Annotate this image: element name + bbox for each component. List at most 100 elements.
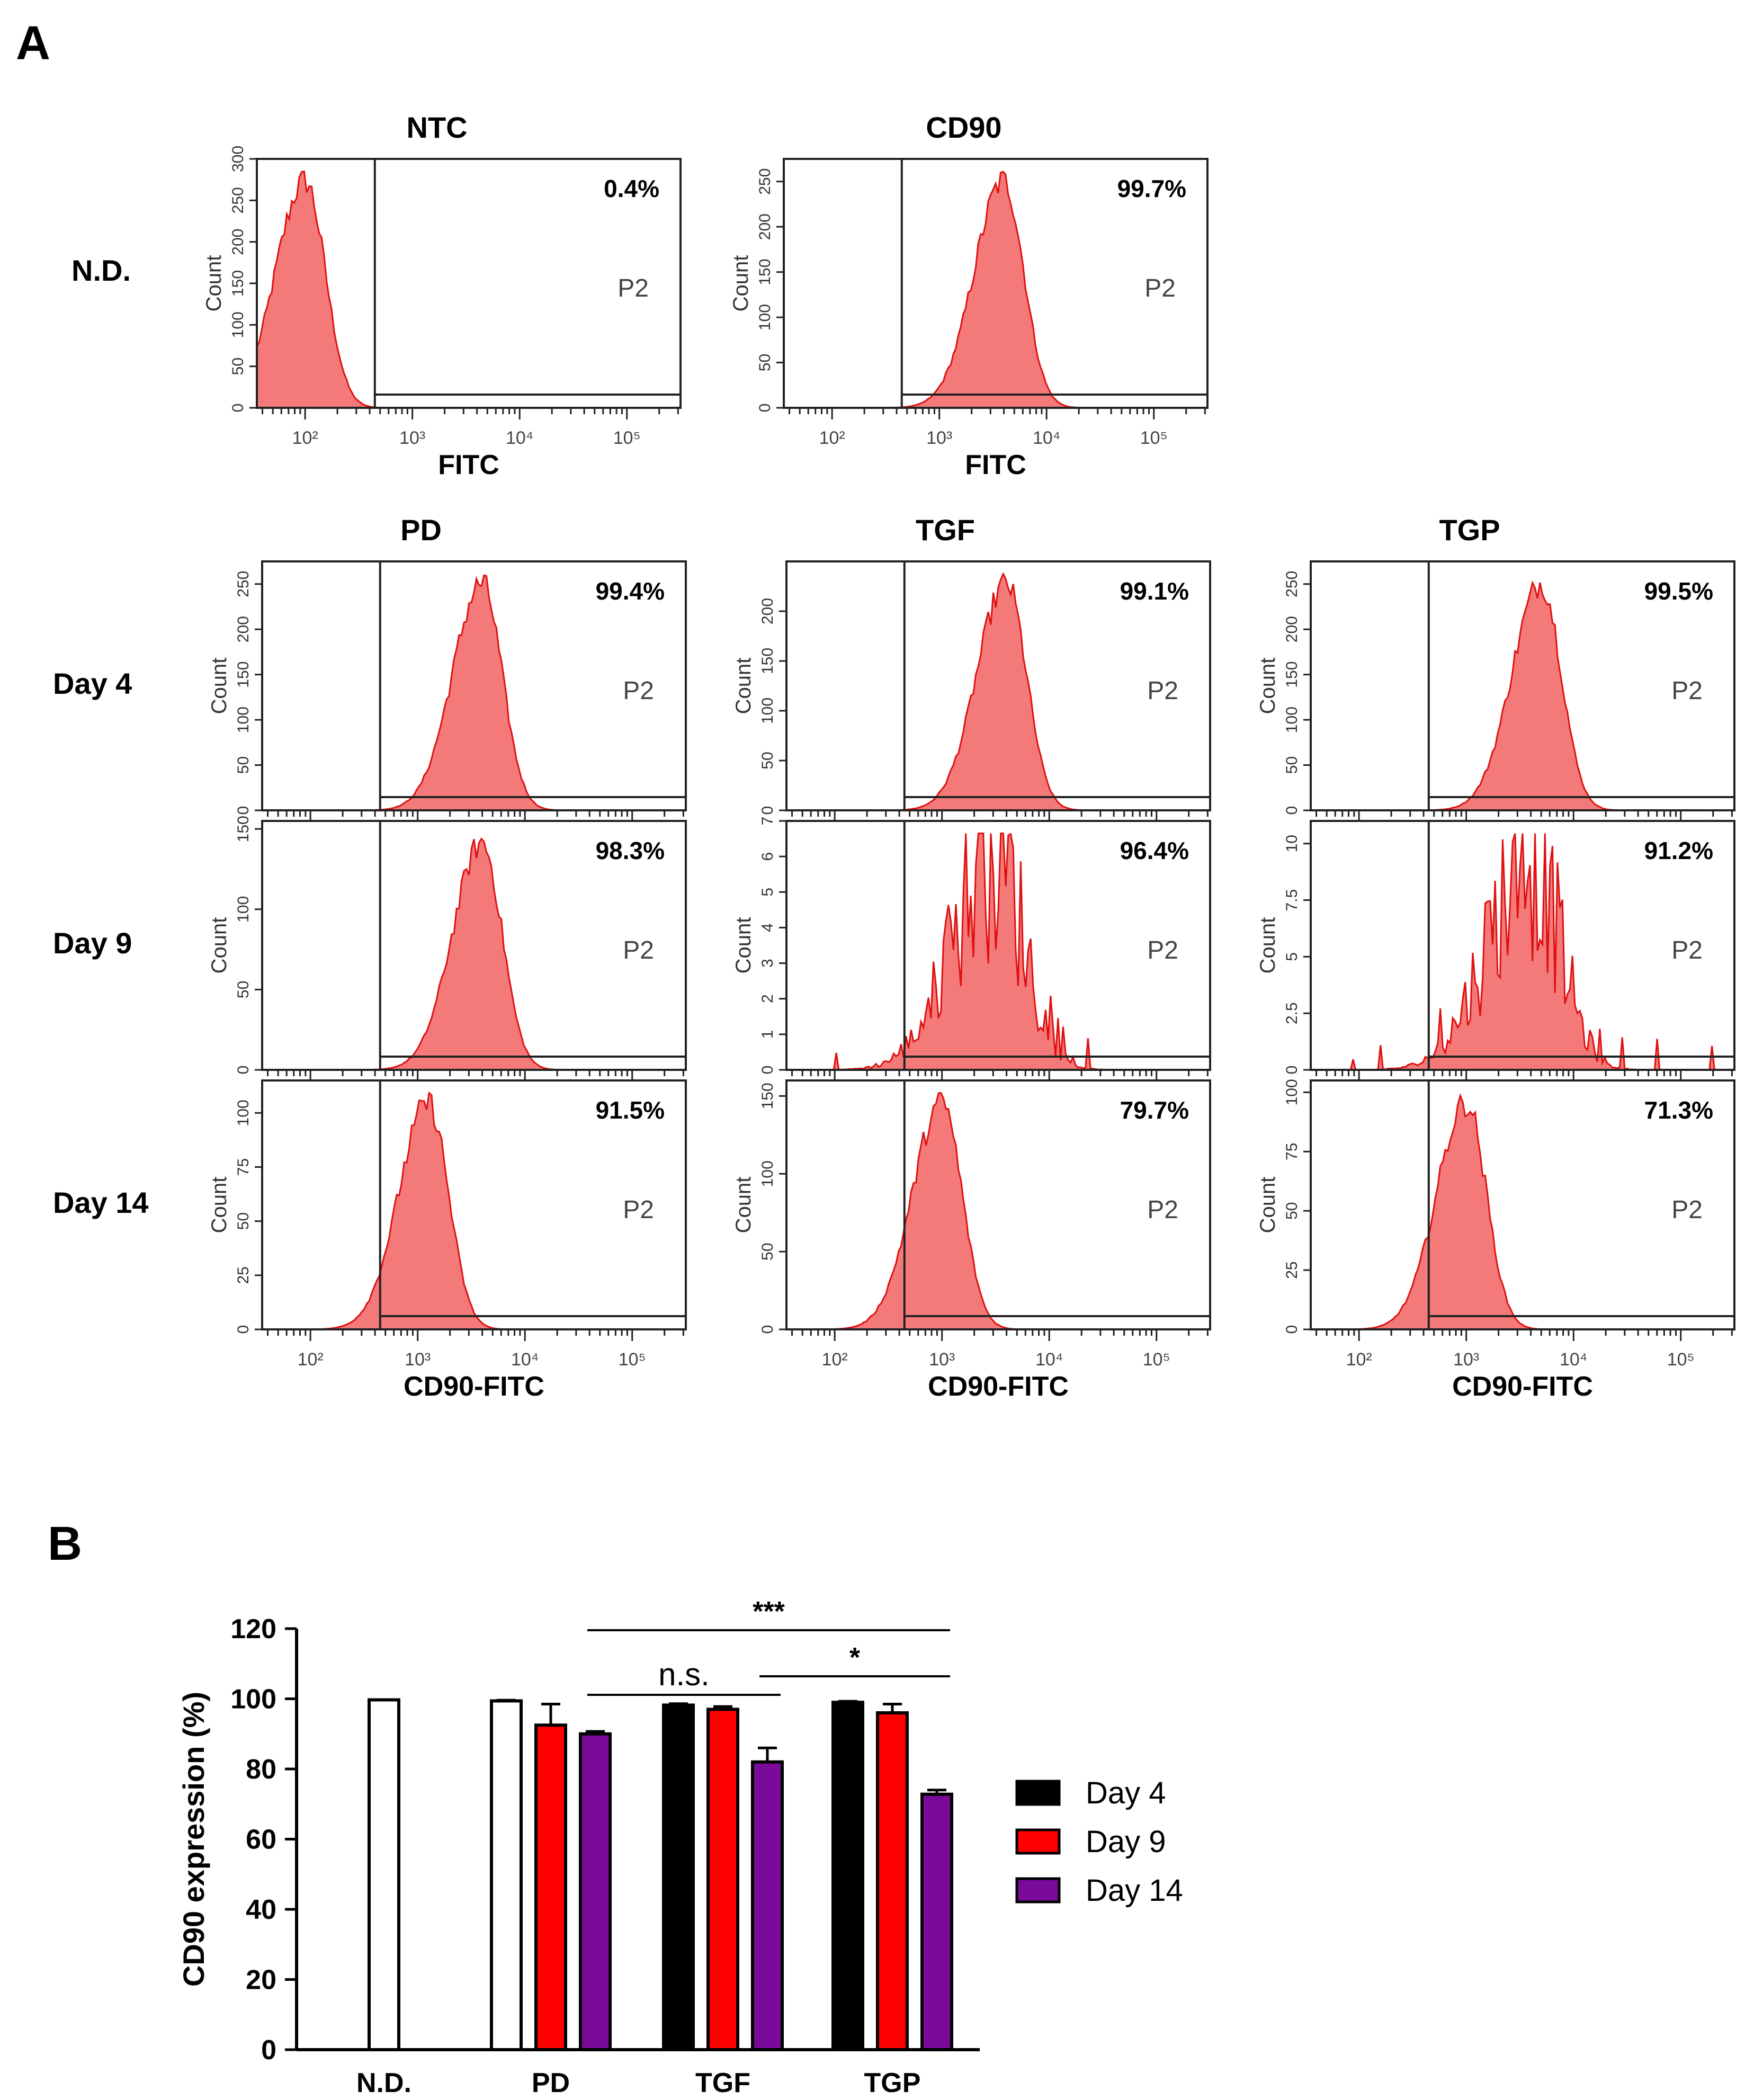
percent-label-r2-c0: 91.5% bbox=[596, 1096, 665, 1124]
gate-label-r1-c1: P2 bbox=[1147, 936, 1178, 964]
percent-label-r2-c2: 71.3% bbox=[1644, 1096, 1713, 1124]
significance-label-2: * bbox=[849, 1642, 861, 1673]
histogram-r0-c1 bbox=[786, 571, 1210, 811]
y-tick-label-r1-c2-3: 7.5 bbox=[1283, 889, 1301, 912]
gate-label-r2-c1: P2 bbox=[1147, 1196, 1178, 1224]
y-tick-label-r0-c0-4: 200 bbox=[235, 616, 252, 642]
y-tick-label-r1-c0-3: 150 bbox=[235, 816, 252, 842]
y-axis-label-r1-c2: Count bbox=[1256, 917, 1279, 974]
y-axis-label-top-1: Count bbox=[729, 255, 753, 312]
gate-label-r2-c2: P2 bbox=[1671, 1196, 1703, 1224]
bar-tgf-day-9 bbox=[706, 1708, 739, 2051]
x-tick-label-top-1-2: 10⁴ bbox=[1033, 428, 1060, 448]
y-tick-label-top-0-6: 300 bbox=[229, 146, 247, 172]
x-tick-label-top-1-3: 10⁵ bbox=[1140, 428, 1168, 448]
percent-label-r1-c0: 98.3% bbox=[596, 837, 665, 864]
y-tick-label-r2-c1-0: 0 bbox=[759, 1325, 776, 1334]
legend-label-day-14: Day 14 bbox=[1086, 1873, 1183, 1908]
y-tick-label-r1-c1-7: 7 bbox=[759, 817, 776, 826]
y-tick-label-top-0-4: 200 bbox=[229, 229, 247, 255]
y-tick-label-top-1-2: 100 bbox=[756, 304, 774, 330]
bar-y-tick-label-2: 40 bbox=[246, 1895, 276, 1925]
legend-swatch-day-14 bbox=[1015, 1877, 1061, 1904]
y-tick-label-r1-c2-4: 10 bbox=[1283, 835, 1301, 852]
x-tick-label-top-0-0: 10² bbox=[292, 428, 318, 448]
y-tick-label-r2-c0-2: 50 bbox=[235, 1212, 252, 1230]
column-title-ntc: NTC bbox=[406, 111, 467, 144]
y-tick-label-r2-c1-3: 150 bbox=[759, 1083, 776, 1109]
y-tick-label-r2-c2-2: 50 bbox=[1283, 1202, 1301, 1220]
y-tick-label-r1-c1-3: 3 bbox=[759, 959, 776, 968]
plot-frame-r0-c0 bbox=[261, 560, 687, 811]
x-tick-label-top-1-0: 10² bbox=[819, 428, 845, 448]
x-tick-label-top-1-1: 10³ bbox=[926, 428, 952, 448]
y-axis-label-r2-c1: Count bbox=[732, 1177, 755, 1234]
y-tick-label-r1-c1-0: 0 bbox=[759, 1066, 776, 1075]
gate-label-r0-c1: P2 bbox=[1147, 677, 1178, 705]
y-tick-label-r1-c1-6: 6 bbox=[759, 852, 776, 861]
y-tick-label-r0-c2-5: 250 bbox=[1283, 571, 1301, 597]
plot-frame-r1-c0 bbox=[261, 820, 687, 1071]
x-tick-label-top-0-2: 10⁴ bbox=[506, 428, 533, 448]
flow-panel-r2-c2: 71.3% P2 0 25 50 75 100 Count 10² 10³ 10⁴ 10⁵ CD90-F… bbox=[1256, 1079, 1735, 1402]
y-axis-label-r2-c0: Count bbox=[208, 1177, 231, 1234]
y-tick-label-top-0-2: 100 bbox=[229, 311, 247, 338]
x-tick-label-r2-c2-0: 10² bbox=[1346, 1350, 1372, 1370]
histogram-r0-c0 bbox=[262, 574, 686, 811]
y-tick-label-r2-c1-1: 50 bbox=[759, 1243, 776, 1260]
y-tick-label-top-0-1: 50 bbox=[229, 358, 247, 375]
flow-panel-r0-c1: 99.1% P2 0 50 100 150 200 Count bbox=[732, 560, 1211, 822]
row-label-day-4: Day 4 bbox=[53, 667, 132, 700]
histogram-r2-c1 bbox=[786, 1092, 1210, 1330]
column-title-cd90: CD90 bbox=[926, 111, 1001, 144]
plot-frame-r2-c0 bbox=[261, 1079, 687, 1330]
y-tick-label-r2-c1-2: 100 bbox=[759, 1160, 776, 1187]
x-tick-label-top-0-1: 10³ bbox=[399, 428, 425, 448]
gate-label-r0-c0: P2 bbox=[623, 677, 654, 705]
y-tick-label-r1-c1-5: 5 bbox=[759, 888, 776, 897]
y-tick-label-top-1-1: 50 bbox=[756, 354, 774, 371]
y-tick-label-top-1-5: 250 bbox=[756, 168, 774, 195]
y-tick-label-r2-c2-1: 25 bbox=[1283, 1261, 1301, 1279]
gate-label-r1-c2: P2 bbox=[1671, 936, 1703, 964]
gate-label-r2-c0: P2 bbox=[623, 1196, 654, 1224]
x-tick-label-r2-c1-3: 10⁵ bbox=[1143, 1350, 1170, 1370]
percent-label-r2-c1: 79.7% bbox=[1120, 1096, 1189, 1124]
x-axis-label-r2-c0: CD90-FITC bbox=[404, 1371, 544, 1402]
bar-tgp-day-14 bbox=[920, 1792, 953, 2051]
legend-swatch-day-4 bbox=[1015, 1780, 1061, 1806]
y-tick-label-top-0-5: 250 bbox=[229, 187, 247, 213]
histogram-r0-c2 bbox=[1311, 580, 1734, 811]
y-tick-label-r0-c0-2: 100 bbox=[235, 707, 252, 733]
y-tick-label-r2-c2-0: 0 bbox=[1283, 1325, 1301, 1334]
y-tick-label-r0-c1-2: 100 bbox=[759, 698, 776, 724]
y-tick-label-top-1-4: 200 bbox=[756, 213, 774, 240]
legend-label-day-4: Day 4 bbox=[1086, 1776, 1166, 1810]
bar-tgf-day-14 bbox=[751, 1760, 784, 2051]
y-tick-label-r0-c0-5: 250 bbox=[235, 571, 252, 597]
panel-label-b: B bbox=[48, 1517, 82, 1570]
y-tick-label-r0-c0-0: 0 bbox=[235, 806, 252, 815]
bar-pd-day-9 bbox=[534, 1723, 567, 2051]
x-axis-label-r2-c2: CD90-FITC bbox=[1452, 1371, 1593, 1402]
flow-panel-r2-c1: 79.7% P2 0 50 100 150 Count 10² 10³ 10⁴ 10⁵ CD90-FI… bbox=[732, 1079, 1211, 1402]
column-title-tgp: TGP bbox=[1439, 513, 1500, 547]
flow-panel-r2-c0: 91.5% P2 0 25 50 75 100 Count 10² 10³ 10⁴ 10⁵ CD90-F… bbox=[208, 1079, 687, 1402]
y-tick-label-r2-c0-3: 75 bbox=[235, 1158, 252, 1176]
bar-y-axis-label: CD90 expression (%) bbox=[177, 1692, 210, 1987]
y-tick-label-r0-c1-4: 200 bbox=[759, 598, 776, 624]
legend-swatch-day-9 bbox=[1015, 1828, 1061, 1855]
y-tick-label-r0-c1-3: 150 bbox=[759, 648, 776, 674]
percent-label-r0-c2: 99.5% bbox=[1644, 577, 1713, 605]
histogram-r1-c2 bbox=[1311, 833, 1734, 1071]
percent-label-r0-c1: 99.1% bbox=[1120, 577, 1189, 605]
bar-tgp-day-9 bbox=[876, 1711, 909, 2051]
histogram-top-0 bbox=[256, 170, 681, 409]
bar-y-tick-label-0: 0 bbox=[261, 2035, 276, 2066]
y-axis-label-r0-c1: Count bbox=[732, 658, 755, 714]
y-tick-label-r1-c0-2: 100 bbox=[235, 896, 252, 923]
histogram-r2-c0 bbox=[262, 1091, 686, 1330]
histogram-top-1 bbox=[784, 171, 1207, 409]
y-tick-label-r2-c0-0: 0 bbox=[235, 1325, 252, 1334]
